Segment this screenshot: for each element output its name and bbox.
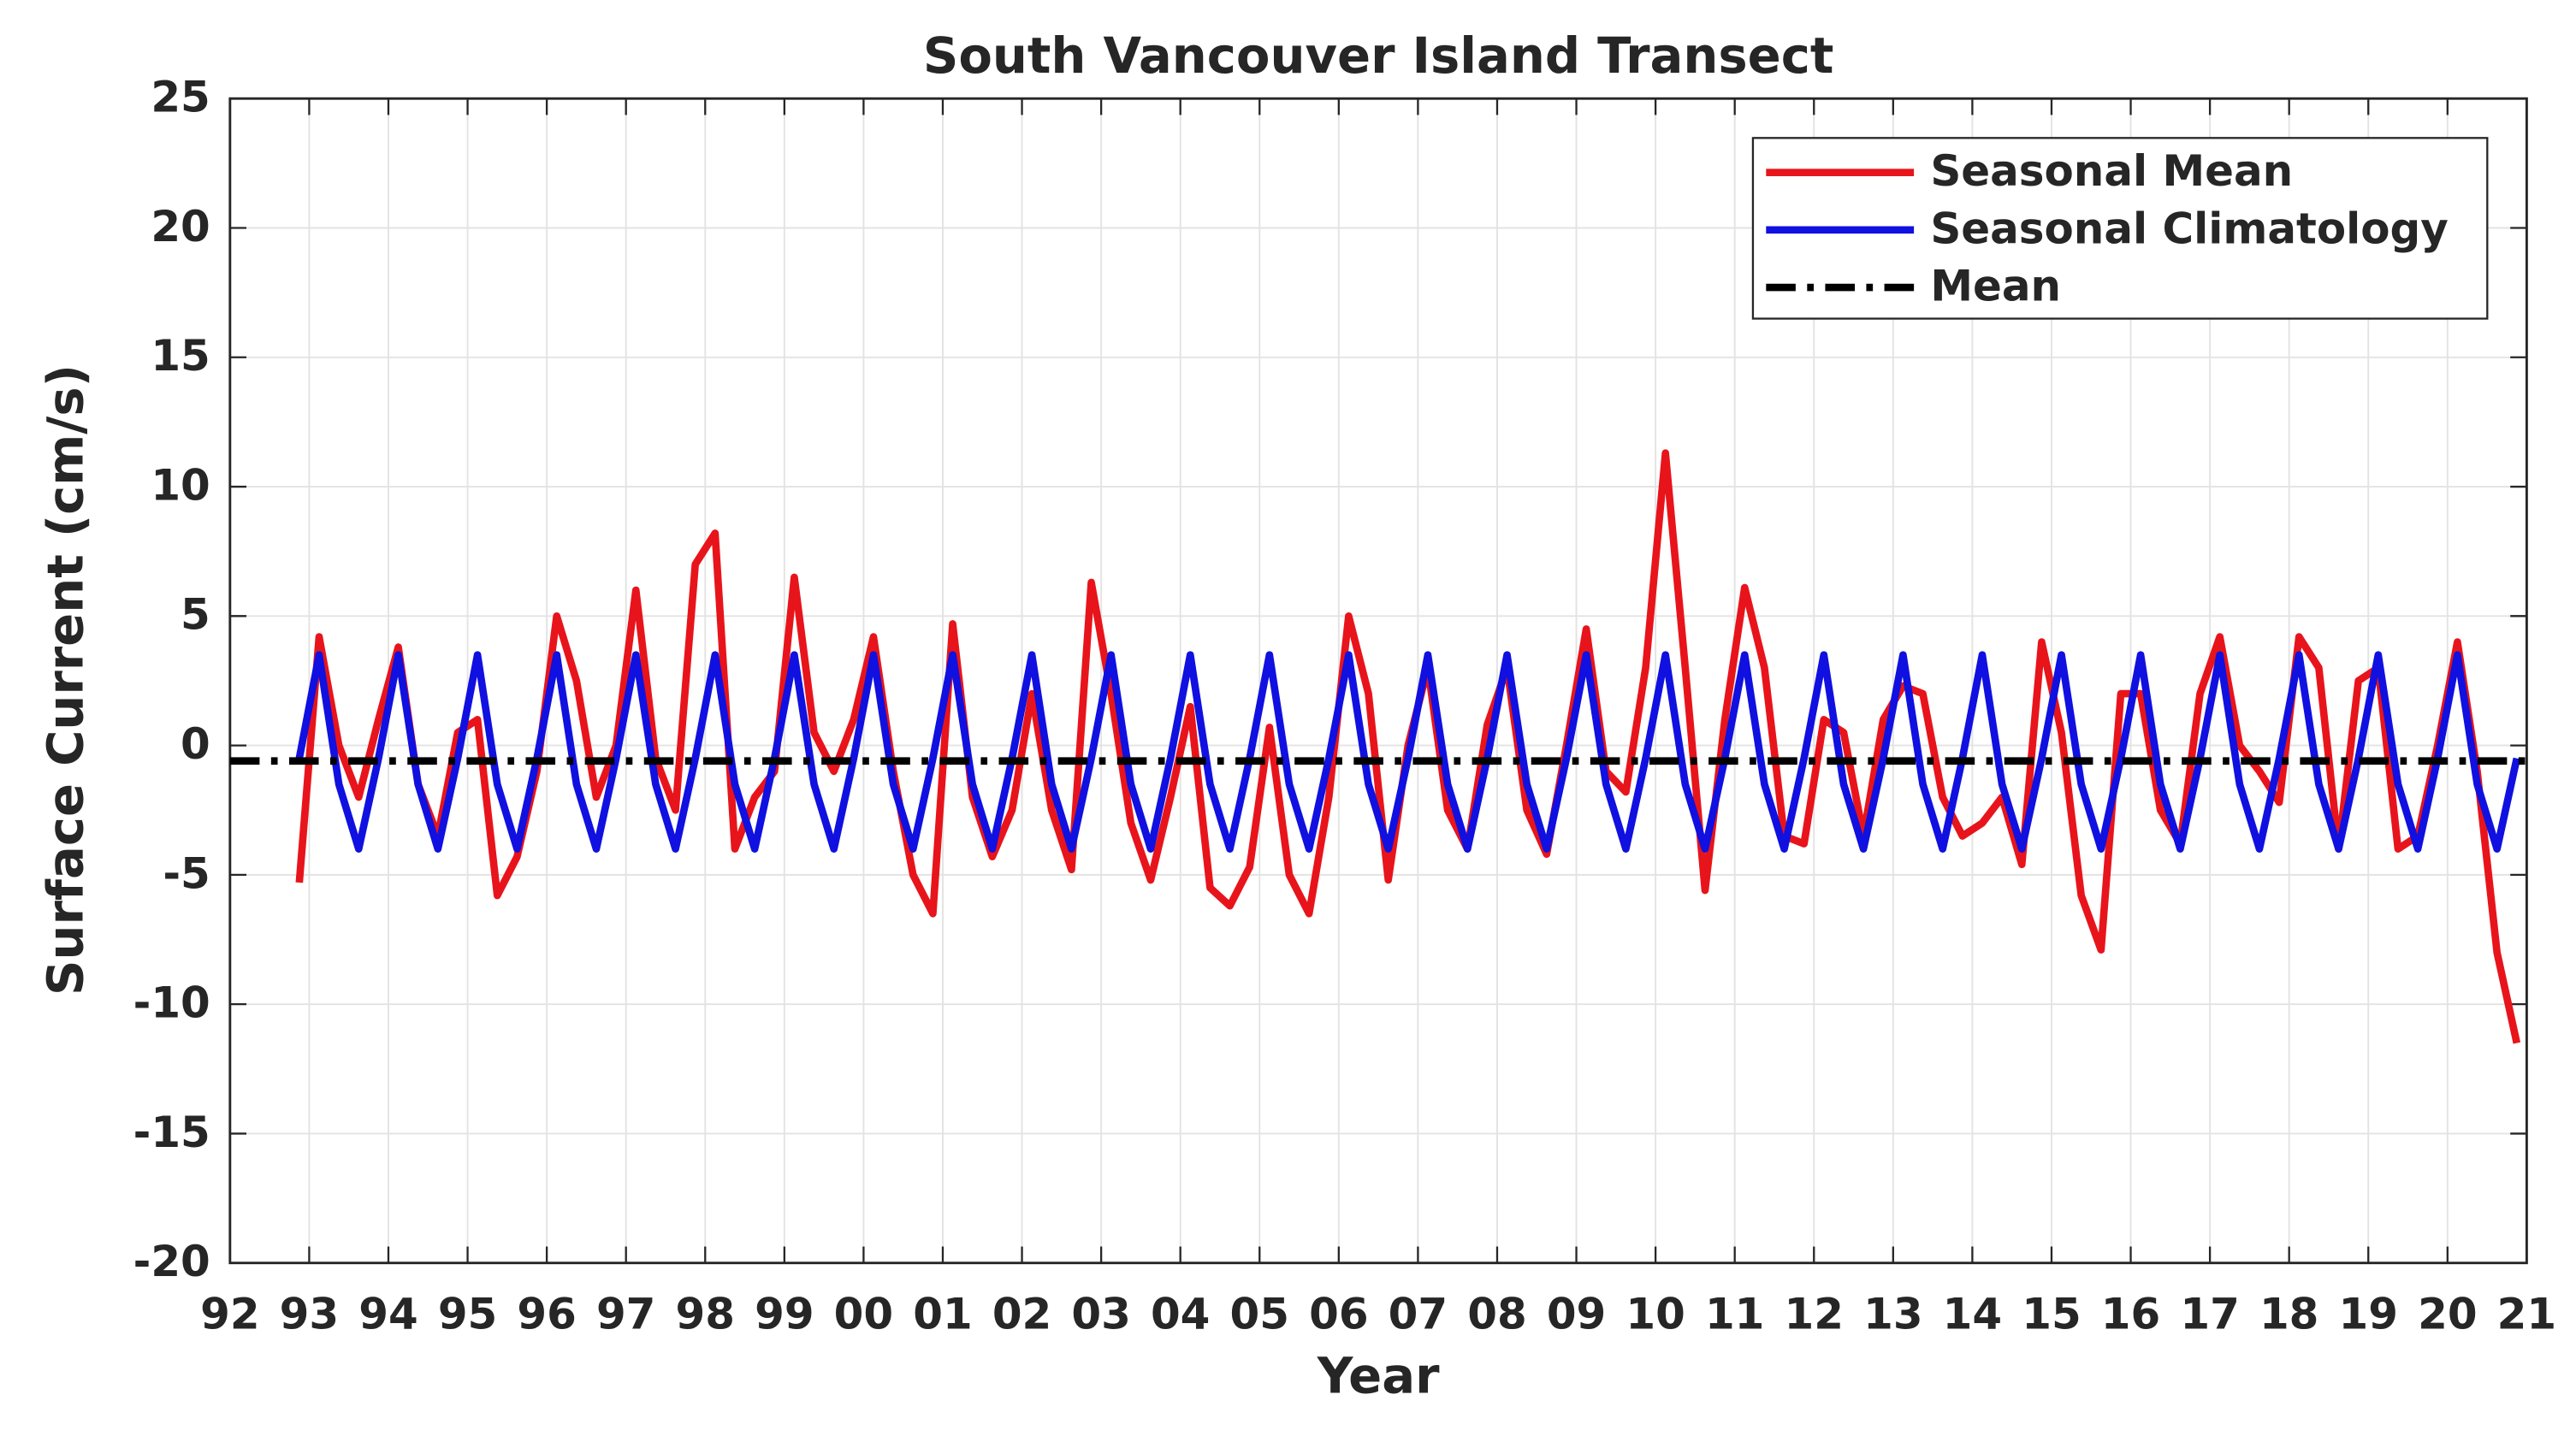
x-tick-label: 98 (676, 1290, 735, 1339)
legend-label: Mean (1930, 261, 2061, 310)
x-tick-label: 94 (358, 1290, 417, 1339)
legend-label: Seasonal Climatology (1930, 204, 2448, 253)
y-tick-label: 15 (151, 331, 210, 381)
x-tick-label: 09 (1547, 1290, 1606, 1339)
y-tick-label: -5 (163, 848, 210, 898)
x-tick-label: 04 (1151, 1290, 1210, 1339)
chart-title: South Vancouver Island Transect (923, 27, 1834, 85)
x-tick-label: 17 (2180, 1290, 2239, 1339)
x-tick-label: 13 (1863, 1290, 1922, 1339)
x-tick-label: 02 (992, 1290, 1051, 1339)
x-tick-label: 03 (1071, 1290, 1130, 1339)
x-tick-label: 19 (2339, 1290, 2398, 1339)
x-tick-label: 20 (2418, 1290, 2477, 1339)
x-tick-label: 11 (1705, 1290, 1764, 1339)
x-tick-label: 07 (1389, 1290, 1448, 1339)
y-axis-label: Surface Current (cm/s) (37, 364, 94, 996)
x-tick-label: 15 (2022, 1290, 2081, 1339)
data-line (295, 651, 2521, 853)
x-tick-label: 93 (280, 1290, 339, 1339)
x-tick-label: 08 (1467, 1290, 1526, 1339)
y-tick-label: 5 (181, 590, 210, 640)
y-tick-label: 25 (151, 73, 210, 122)
y-tick-label: -20 (133, 1237, 210, 1286)
x-tick-label: 95 (438, 1290, 497, 1339)
y-tick-label: 10 (151, 460, 210, 510)
y-tick-label: 0 (181, 719, 210, 769)
x-tick-label: 01 (913, 1290, 972, 1339)
x-axis-label: Year (1317, 1348, 1440, 1405)
x-tick-label: 97 (596, 1290, 655, 1339)
x-tick-label: 14 (1943, 1290, 2002, 1339)
x-tick-label: 12 (1785, 1290, 1844, 1339)
plot-frame (228, 97, 2528, 1265)
legend-label: Seasonal Mean (1930, 146, 2293, 196)
x-tick-label: 00 (834, 1290, 893, 1339)
y-tick-label: 20 (151, 202, 210, 251)
x-tick-label: 96 (517, 1290, 576, 1339)
y-tick-label: -15 (133, 1108, 210, 1157)
x-tick-label: 99 (755, 1290, 814, 1339)
y-tick-label: -10 (133, 978, 210, 1028)
x-tick-label: 21 (2497, 1290, 2556, 1339)
x-tick-label: 92 (200, 1290, 259, 1339)
x-tick-label: 18 (2259, 1290, 2318, 1339)
x-tick-label: 16 (2101, 1290, 2160, 1339)
x-tick-label: 06 (1309, 1290, 1368, 1339)
x-tick-label: 05 (1230, 1290, 1289, 1339)
x-tick-label: 10 (1626, 1290, 1685, 1339)
